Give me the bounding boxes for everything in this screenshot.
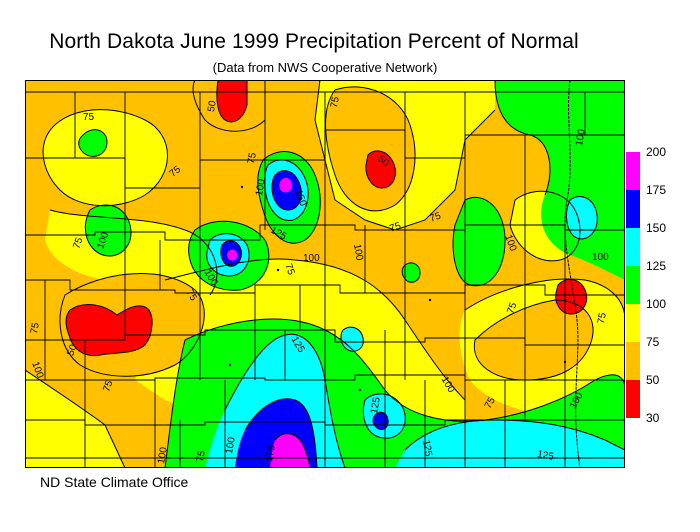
legend-swatch-150-175 xyxy=(626,190,640,228)
legend-label-30: 30 xyxy=(646,411,660,425)
contour-label: 75 xyxy=(596,311,609,324)
contour-label: 100 xyxy=(592,252,609,263)
map-subtitle: (Data from NWS Cooperative Network) xyxy=(212,60,438,75)
red-river xyxy=(564,80,581,468)
legend-swatch-75-100 xyxy=(626,304,640,342)
map-frame xyxy=(25,80,625,468)
contour-label: 75 xyxy=(388,220,403,234)
legend-label-150: 150 xyxy=(646,221,667,235)
contour-label: 50 xyxy=(206,99,219,112)
legend-label-200: 200 xyxy=(646,145,667,159)
legend-label-75: 75 xyxy=(646,335,660,349)
legend-swatch-175-200 xyxy=(626,152,640,190)
contour-label: 75 xyxy=(195,449,208,462)
legend-label-100: 100 xyxy=(646,297,667,311)
contour-label: 100 xyxy=(574,128,588,147)
region-green-northwest-pocket xyxy=(78,129,107,157)
region-cyan-east xyxy=(566,196,598,239)
contour-label: 100 xyxy=(303,253,320,264)
legend-swatch-125-150 xyxy=(626,228,640,266)
region-cyan-southeast xyxy=(395,420,625,468)
contour-label: 75 xyxy=(483,395,498,411)
contour-label: 75 xyxy=(71,236,85,251)
legend-swatch-30-50 xyxy=(626,380,640,418)
contour-label: 100 xyxy=(224,436,238,455)
legend-swatch-50-75 xyxy=(626,342,640,380)
contour-label: 175 xyxy=(264,444,278,463)
legend-label-175: 175 xyxy=(646,183,667,197)
contour-label: 75 xyxy=(83,112,95,123)
region-green-east-mid xyxy=(453,197,505,286)
legend-label-125: 125 xyxy=(646,259,667,273)
contour-label-group: 75 50 75 75 75 50 100 75 150 75 100 75 1… xyxy=(29,95,609,464)
contour-label: 125 xyxy=(536,449,555,463)
region-red-southwest xyxy=(66,304,153,356)
contour-label: 100 xyxy=(351,243,365,262)
contour-label: 125 xyxy=(420,439,434,458)
region-green-west-pocket xyxy=(85,205,131,256)
contour-label: 100 xyxy=(254,178,268,197)
contour-label: 75 xyxy=(184,288,199,304)
contour-label: 75 xyxy=(29,321,42,334)
region-red-north xyxy=(216,80,247,122)
region-cyan-small-center xyxy=(340,327,364,352)
contour-lines xyxy=(25,80,625,468)
map-title: North Dakota June 1999 Precipitation Per… xyxy=(49,30,579,53)
region-yellow-southwest xyxy=(25,370,125,468)
county-boundaries xyxy=(25,91,625,468)
precipitation-map: 75 50 75 75 75 50 100 75 150 75 100 75 1… xyxy=(25,80,625,468)
legend-swatch-100-125 xyxy=(626,266,640,304)
station-markers xyxy=(228,185,567,392)
contour-label: 75 xyxy=(505,301,519,316)
legend-label-50: 50 xyxy=(646,373,660,387)
region-magenta-center-2 xyxy=(279,177,293,193)
contour-label: 75 xyxy=(101,379,115,394)
region-red-north-central xyxy=(365,150,396,188)
contour-label: 75 xyxy=(246,151,259,164)
contour-label: 75 xyxy=(428,210,443,224)
contour-label: 75 xyxy=(282,262,296,277)
region-magenta-center-1 xyxy=(226,249,238,261)
contour-label: 125 xyxy=(369,396,383,415)
region-green-small-east xyxy=(402,262,420,283)
contour-label: 50 xyxy=(65,343,79,358)
region-orange-east xyxy=(474,300,594,380)
contour-label: 100 xyxy=(156,446,170,465)
contour-label: 75 xyxy=(329,95,342,108)
legend-color-bar xyxy=(626,152,640,418)
source-credit: ND State Climate Office xyxy=(40,474,189,490)
region-magenta-south xyxy=(270,433,310,468)
